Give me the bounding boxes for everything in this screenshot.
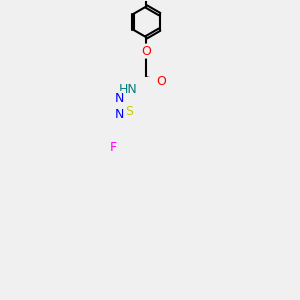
Text: HN: HN [118, 83, 137, 96]
Text: O: O [141, 45, 151, 58]
Text: S: S [126, 105, 134, 118]
Text: N: N [115, 92, 124, 105]
Text: F: F [110, 141, 117, 154]
Text: N: N [115, 109, 124, 122]
Text: O: O [156, 75, 166, 88]
